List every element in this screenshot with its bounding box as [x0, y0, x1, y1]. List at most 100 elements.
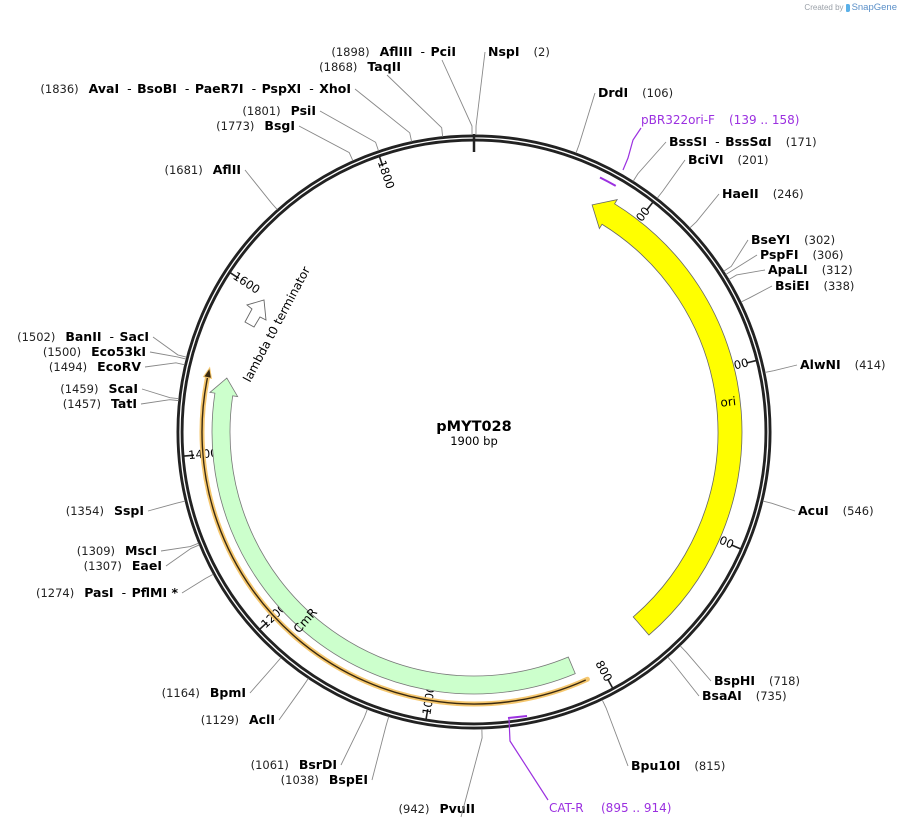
- enzyme-name[interactable]: BsrDI: [299, 757, 337, 772]
- restriction-site[interactable]: BssSI - BssSαI (171): [632, 134, 817, 182]
- enzyme-name[interactable]: BpmI: [210, 685, 246, 700]
- enzyme-name[interactable]: ScaI: [109, 381, 139, 396]
- enzyme-name[interactable]: EaeI: [132, 558, 162, 573]
- site-position: (1354): [66, 504, 104, 518]
- terminator-arrow-icon[interactable]: [244, 299, 267, 328]
- primer-name: CAT-R: [549, 801, 584, 815]
- site-position: (1801): [242, 104, 280, 118]
- restriction-site[interactable]: BciVI (201): [656, 152, 768, 199]
- restriction-site[interactable]: (1038) BspEI: [281, 716, 390, 787]
- restriction-site[interactable]: (1773) BsgI: [216, 118, 354, 161]
- restriction-site[interactable]: (1459) ScaI: [60, 381, 179, 400]
- enzyme-name[interactable]: HaeII: [722, 186, 759, 201]
- feature-ori[interactable]: ori: [591, 199, 743, 636]
- restriction-site[interactable]: ApaLI (312): [728, 262, 853, 280]
- feature-arrow[interactable]: [209, 377, 576, 695]
- restriction-site[interactable]: (1500) Eco53kI: [43, 344, 187, 360]
- restriction-site[interactable]: (1274) PasI - PflMI *: [36, 573, 214, 600]
- enzyme-name[interactable]: AflII: [213, 162, 241, 177]
- restriction-site[interactable]: PspFI (306): [725, 247, 844, 275]
- enzyme-name[interactable]: BsgI: [264, 118, 295, 133]
- enzyme-name[interactable]: BssSI: [669, 134, 707, 149]
- primer-leader: [508, 718, 549, 801]
- primer-cat-r[interactable]: CAT-R (895 .. 914): [507, 715, 671, 815]
- enzyme-name[interactable]: AclI: [249, 712, 275, 727]
- restriction-site[interactable]: (1868) TaqII: [319, 59, 444, 137]
- enzyme-name[interactable]: BanII: [65, 329, 101, 344]
- enzyme-name[interactable]: ApaLI: [768, 262, 808, 277]
- enzyme-name[interactable]: SspI: [114, 503, 144, 518]
- enzyme-name[interactable]: TatI: [111, 396, 137, 411]
- restriction-site[interactable]: BseYI (302): [723, 232, 835, 272]
- site-leader: [149, 351, 187, 360]
- enzyme-name[interactable]: AflIII: [380, 44, 413, 59]
- restriction-site[interactable]: (1801) PsiI: [242, 103, 379, 151]
- enzyme-name[interactable]: NspI: [488, 44, 520, 59]
- restriction-site[interactable]: (1898) AflIII - PciI: [331, 44, 473, 136]
- restriction-site[interactable]: HaeII (246): [689, 186, 804, 229]
- primer-bar: [507, 715, 528, 719]
- enzyme-name[interactable]: BssSαI: [725, 134, 772, 149]
- site-leader: [165, 544, 200, 567]
- enzyme-name[interactable]: PaeR7I: [195, 81, 244, 96]
- enzyme-name[interactable]: MscI: [125, 543, 157, 558]
- enzyme-name[interactable]: Bpu10I: [631, 758, 680, 773]
- restriction-site[interactable]: BspHI (718): [679, 645, 800, 688]
- enzyme-name[interactable]: PvuII: [439, 801, 475, 816]
- plasmid-backbone[interactable]: [176, 134, 772, 730]
- enzyme-name[interactable]: PspXI: [262, 81, 302, 96]
- site-leader: [723, 239, 749, 272]
- site-position: (246): [773, 187, 804, 201]
- tick-mark: [229, 272, 240, 279]
- restriction-site[interactable]: (942) PvuII: [399, 728, 483, 818]
- enzyme-name[interactable]: AcuI: [798, 503, 829, 518]
- primer-name: pBR322ori-F: [641, 113, 715, 127]
- enzyme-name[interactable]: BspEI: [329, 772, 368, 787]
- restriction-site[interactable]: (1836) AvaI - BsoBI - PaeR7I - PspXI - XhoI: [40, 81, 413, 142]
- restriction-site[interactable]: (1307) EaeI: [84, 544, 200, 573]
- enzyme-name[interactable]: TaqII: [367, 59, 401, 74]
- enzyme-name[interactable]: EcoRV: [97, 359, 141, 374]
- enzyme-name[interactable]: BseYI: [751, 232, 790, 247]
- enzyme-name[interactable]: AlwNI: [800, 357, 841, 372]
- enzyme-name[interactable]: PsiI: [291, 103, 316, 118]
- enzyme-name[interactable]: PflMI *: [132, 585, 179, 600]
- restriction-site[interactable]: (1061) BsrDI: [251, 709, 368, 772]
- restriction-site[interactable]: (1457) TatI: [63, 396, 179, 411]
- restriction-site[interactable]: BsiEI (338): [740, 278, 854, 303]
- restriction-site[interactable]: (1681) AflII: [165, 162, 278, 210]
- restriction-site[interactable]: BsaAI (735): [667, 656, 787, 703]
- enzyme-name[interactable]: DrdI: [598, 85, 628, 100]
- restriction-site[interactable]: (1494) EcoRV: [49, 359, 185, 374]
- restriction-site[interactable]: (1502) BanII - SacI: [17, 329, 187, 358]
- feature-cmr[interactable]: CmR: [199, 366, 590, 707]
- enzyme-name[interactable]: XhoI: [319, 81, 351, 96]
- restriction-site[interactable]: AlwNI (414): [764, 357, 886, 373]
- enzyme-name[interactable]: BspHI: [714, 673, 755, 688]
- feature-arrow[interactable]: [591, 199, 743, 636]
- restriction-site[interactable]: AcuI (546): [762, 500, 874, 518]
- enzyme-name[interactable]: SacI: [120, 329, 150, 344]
- snapgene-credit: Created by SnapGene: [804, 2, 897, 13]
- enzyme-name[interactable]: PspFI: [760, 247, 799, 262]
- enzyme-name[interactable]: AvaI: [89, 81, 119, 96]
- restriction-site[interactable]: Bpu10I (815): [601, 699, 725, 773]
- restriction-site[interactable]: NspI (2): [475, 44, 550, 136]
- enzyme-name[interactable]: BciVI: [688, 152, 724, 167]
- enzyme-name[interactable]: BsiEI: [775, 278, 809, 293]
- restriction-site[interactable]: DrdI (106): [575, 85, 673, 154]
- site-position: (171): [786, 135, 817, 149]
- primer-pbr322ori-f[interactable]: pBR322ori-F (139 .. 158): [599, 113, 799, 187]
- restriction-site[interactable]: (1129) AclI: [201, 678, 309, 727]
- enzyme-name[interactable]: PasI: [84, 585, 113, 600]
- restriction-site[interactable]: (1354) SspI: [66, 500, 186, 518]
- restriction-site[interactable]: (1309) MscI: [77, 542, 199, 558]
- site-position: (1061): [251, 758, 289, 772]
- enzyme-name[interactable]: BsoBI: [137, 81, 177, 96]
- enzyme-name[interactable]: PciI: [430, 44, 456, 59]
- enzyme-name[interactable]: BsaAI: [702, 688, 742, 703]
- enzyme-name[interactable]: Eco53kI: [91, 344, 146, 359]
- map-center-label: pMYT028 1900 bp: [436, 419, 511, 448]
- restriction-site[interactable]: (1164) BpmI: [162, 657, 282, 700]
